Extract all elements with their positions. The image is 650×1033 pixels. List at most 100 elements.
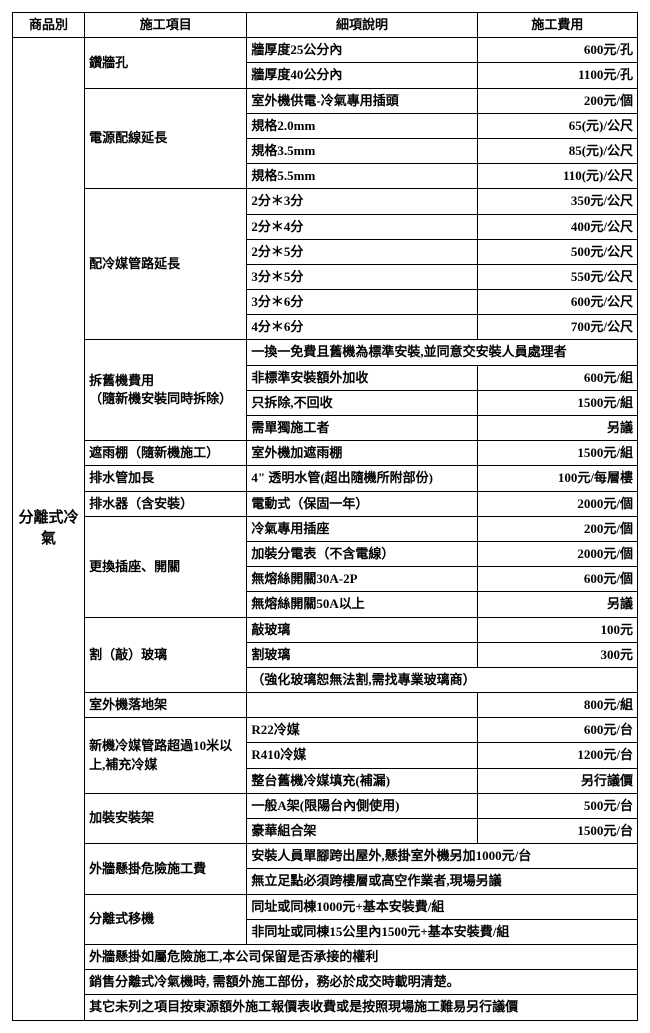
item-name-cell: 割（敲）玻璃 — [85, 617, 247, 693]
detail-fee-cell: 600元/台 — [477, 718, 637, 743]
detail-desc-cell: （強化玻璃恕無法割,需找專業玻璃商） — [247, 667, 638, 692]
detail-fee-cell: 65(元)/公尺 — [477, 113, 637, 138]
detail-desc-cell: 室外機供電-冷氣專用插頭 — [247, 88, 477, 113]
detail-desc-cell: 加裝分電表（不含電線） — [247, 541, 477, 566]
detail-desc-cell: 3分＊5分 — [247, 264, 477, 289]
note-cell: 銷售分離式冷氣機時, 需額外施工部份，務必於成交時載明清楚。 — [85, 970, 638, 995]
table-row: 電源配線延長室外機供電-冷氣專用插頭200元/個 — [13, 88, 638, 113]
detail-fee-cell: 600元/個 — [477, 567, 637, 592]
note-row: 其它未列之項目按東源額外施工報價表收費或是按照現場施工難易另行議價 — [13, 995, 638, 1020]
table-row: 排水器（含安裝）電動式（保固一年）2000元/個 — [13, 491, 638, 516]
detail-desc-cell: 2分＊5分 — [247, 239, 477, 264]
detail-fee-cell: 1500元/台 — [477, 819, 637, 844]
detail-desc-cell: 電動式（保固一年） — [247, 491, 477, 516]
detail-fee-cell: 350元/公尺 — [477, 189, 637, 214]
detail-desc-cell: 無熔絲開關30A-2P — [247, 567, 477, 592]
detail-fee-cell: 85(元)/公尺 — [477, 138, 637, 163]
table-row: 遮雨棚（隨新機施工）室外機加遮雨棚1500元/組 — [13, 441, 638, 466]
detail-desc-cell: 只拆除,不回收 — [247, 390, 477, 415]
table-row: 更換插座、開關冷氣專用插座200元/個 — [13, 516, 638, 541]
note-row: 銷售分離式冷氣機時, 需額外施工部份，務必於成交時載明清楚。 — [13, 970, 638, 995]
detail-desc-cell: 規格5.5mm — [247, 164, 477, 189]
detail-fee-cell: 另行議價 — [477, 768, 637, 793]
detail-desc-cell: 規格3.5mm — [247, 138, 477, 163]
table-header-row: 商品別 施工項目 細項說明 施工費用 — [13, 13, 638, 38]
header-item: 施工項目 — [85, 13, 247, 38]
header-desc: 細項說明 — [247, 13, 477, 38]
detail-desc-cell: 無熔絲開關50A以上 — [247, 592, 477, 617]
detail-fee-cell: 1100元/孔 — [477, 63, 637, 88]
detail-desc-cell: 牆厚度40公分內 — [247, 63, 477, 88]
detail-desc-cell: 冷氣專用插座 — [247, 516, 477, 541]
note-cell: 外牆懸掛如屬危險施工,本公司保留是否承接的權利 — [85, 944, 638, 969]
detail-desc-cell: 2分＊3分 — [247, 189, 477, 214]
detail-desc-cell: 需單獨施工者 — [247, 416, 477, 441]
table-row: 拆舊機費用 （隨新機安裝同時拆除）一換一免費且舊機為標準安裝,並同意交安裝人員處… — [13, 340, 638, 365]
item-name-cell: 配冷媒管路延長 — [85, 189, 247, 340]
note-row: 外牆懸掛如屬危險施工,本公司保留是否承接的權利 — [13, 944, 638, 969]
detail-fee-cell: 800元/組 — [477, 693, 637, 718]
item-name-cell: 加裝安裝架 — [85, 793, 247, 843]
table-row: 外牆懸掛危險施工費安裝人員單腳跨出屋外,懸掛室外機另加1000元/台 — [13, 844, 638, 869]
detail-fee-cell: 550元/公尺 — [477, 264, 637, 289]
detail-desc-cell: 豪華組合架 — [247, 819, 477, 844]
detail-desc-cell: 4分＊6分 — [247, 315, 477, 340]
detail-desc-cell: 整台舊機冷媒填充(補漏) — [247, 768, 477, 793]
item-name-cell: 拆舊機費用 （隨新機安裝同時拆除） — [85, 340, 247, 441]
table-row: 分離式移機同址或同棟1000元+基本安裝費/組 — [13, 894, 638, 919]
header-fee: 施工費用 — [477, 13, 637, 38]
detail-desc-cell: 室外機加遮雨棚 — [247, 441, 477, 466]
table-row: 新機冷媒管路超過10米以上,補充冷媒R22冷媒600元/台 — [13, 718, 638, 743]
detail-desc-cell: 同址或同棟1000元+基本安裝費/組 — [247, 894, 638, 919]
detail-desc-cell: 非標準安裝額外加收 — [247, 365, 477, 390]
detail-desc-cell: 割玻璃 — [247, 642, 477, 667]
detail-fee-cell: 1500元/組 — [477, 441, 637, 466]
detail-fee-cell: 1500元/組 — [477, 390, 637, 415]
detail-fee-cell: 600元/孔 — [477, 38, 637, 63]
detail-fee-cell: 200元/個 — [477, 516, 637, 541]
detail-desc-cell: 一般A架(限陽台內側使用) — [247, 793, 477, 818]
detail-desc-cell: R410冷媒 — [247, 743, 477, 768]
detail-desc-cell: 4" 透明水管(超出隨機所附部份) — [247, 466, 477, 491]
table-row: 室外機落地架 800元/組 — [13, 693, 638, 718]
detail-desc-cell: 2分＊4分 — [247, 214, 477, 239]
item-name-cell: 新機冷媒管路超過10米以上,補充冷媒 — [85, 718, 247, 794]
detail-fee-cell: 100元/每層樓 — [477, 466, 637, 491]
category-cell: 分離式冷氣 — [13, 38, 85, 1020]
item-name-cell: 遮雨棚（隨新機施工） — [85, 441, 247, 466]
table-row: 排水管加長4" 透明水管(超出隨機所附部份)100元/每層樓 — [13, 466, 638, 491]
detail-desc-cell: 無立足點必須跨樓層或高空作業者,現場另議 — [247, 869, 638, 894]
detail-fee-cell: 1200元/台 — [477, 743, 637, 768]
detail-fee-cell: 500元/台 — [477, 793, 637, 818]
detail-fee-cell: 100元 — [477, 617, 637, 642]
table-row: 割（敲）玻璃敲玻璃100元 — [13, 617, 638, 642]
construction-fee-table: 商品別 施工項目 細項說明 施工費用 分離式冷氣鑽牆孔牆厚度25公分內600元/… — [12, 12, 638, 1021]
detail-fee-cell: 700元/公尺 — [477, 315, 637, 340]
detail-desc-cell: 敲玻璃 — [247, 617, 477, 642]
detail-desc-cell: 非同址或同棟15公里內1500元+基本安裝費/組 — [247, 919, 638, 944]
detail-desc-cell: 3分＊6分 — [247, 290, 477, 315]
detail-desc-cell: 一換一免費且舊機為標準安裝,並同意交安裝人員處理者 — [247, 340, 638, 365]
item-name-cell: 電源配線延長 — [85, 88, 247, 189]
detail-desc-cell: 牆厚度25公分內 — [247, 38, 477, 63]
item-name-cell: 排水器（含安裝） — [85, 491, 247, 516]
item-name-cell: 排水管加長 — [85, 466, 247, 491]
detail-desc-cell: R22冷媒 — [247, 718, 477, 743]
item-name-cell: 分離式移機 — [85, 894, 247, 944]
detail-fee-cell: 另議 — [477, 416, 637, 441]
detail-desc-cell — [247, 693, 477, 718]
header-category: 商品別 — [13, 13, 85, 38]
detail-fee-cell: 2000元/個 — [477, 491, 637, 516]
detail-fee-cell: 500元/公尺 — [477, 239, 637, 264]
table-row: 加裝安裝架一般A架(限陽台內側使用)500元/台 — [13, 793, 638, 818]
detail-fee-cell: 110(元)/公尺 — [477, 164, 637, 189]
item-name-cell: 鑽牆孔 — [85, 38, 247, 88]
detail-desc-cell: 安裝人員單腳跨出屋外,懸掛室外機另加1000元/台 — [247, 844, 638, 869]
item-name-cell: 更換插座、開關 — [85, 516, 247, 617]
detail-fee-cell: 600元/組 — [477, 365, 637, 390]
detail-fee-cell: 300元 — [477, 642, 637, 667]
item-name-cell: 室外機落地架 — [85, 693, 247, 718]
table-row: 配冷媒管路延長2分＊3分350元/公尺 — [13, 189, 638, 214]
detail-fee-cell: 600元/公尺 — [477, 290, 637, 315]
table-row: 分離式冷氣鑽牆孔牆厚度25公分內600元/孔 — [13, 38, 638, 63]
